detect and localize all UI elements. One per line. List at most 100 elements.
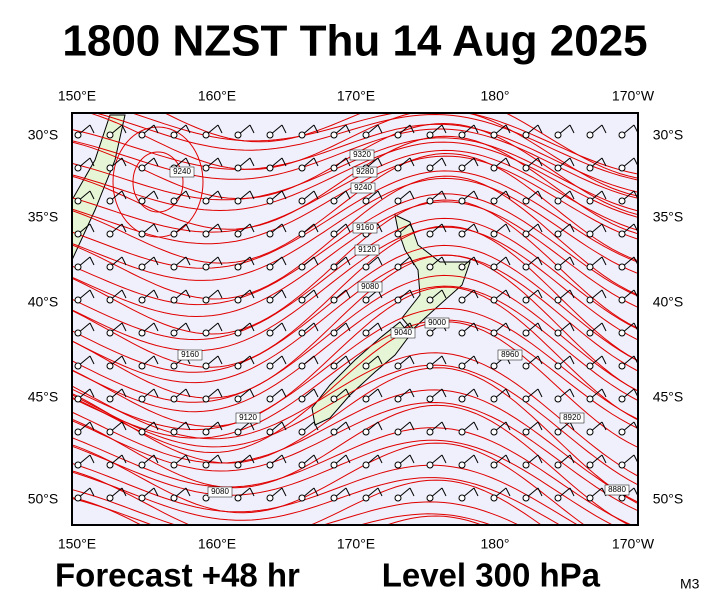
station (138, 428, 146, 436)
forecast-label: Forecast +48 hr (55, 557, 300, 594)
wind-barb (601, 388, 607, 398)
wind-barb (345, 388, 351, 398)
station (202, 164, 210, 172)
contour-label: 9120 (358, 245, 376, 254)
station (458, 329, 466, 337)
station (234, 494, 242, 502)
station (106, 296, 114, 304)
contour-line (87, 113, 638, 197)
model-label: M3 (680, 576, 700, 592)
station (618, 461, 626, 469)
station (266, 362, 274, 370)
station (138, 296, 146, 304)
wind-barb (121, 388, 127, 398)
wind-barb (185, 289, 191, 299)
wind-barb (281, 289, 287, 299)
station (106, 428, 114, 436)
wind-barb (569, 355, 575, 365)
contour-line (72, 471, 561, 525)
contour-line (72, 404, 631, 525)
station (106, 164, 114, 172)
station (554, 362, 562, 370)
wind-barb (121, 256, 127, 266)
wind-barb (153, 256, 159, 266)
station (330, 164, 338, 172)
wind-barb (313, 421, 319, 431)
wind-barb (569, 157, 575, 167)
wind-barb (441, 157, 447, 167)
longitude-label: 150°E (58, 88, 96, 104)
station (618, 131, 626, 139)
contour-label-box (357, 281, 383, 293)
wind-barb (537, 487, 543, 497)
latitude-label: 35°S (653, 209, 684, 225)
wind-barb (153, 124, 159, 134)
station (106, 329, 114, 337)
station (426, 428, 434, 436)
contour-line (72, 135, 638, 235)
station (554, 197, 562, 205)
station (554, 428, 562, 436)
wind-barb (537, 157, 543, 167)
wind-barb (217, 289, 223, 299)
station (586, 164, 594, 172)
wind-barb (185, 223, 191, 233)
station (74, 296, 82, 304)
wind-barb (153, 157, 159, 167)
wind-barb (569, 454, 575, 464)
contour-label-box (352, 222, 378, 234)
station (202, 230, 210, 238)
wind-barb (377, 355, 383, 365)
station (298, 362, 306, 370)
station (170, 362, 178, 370)
wind-barb (281, 322, 287, 332)
station (586, 230, 594, 238)
wind-barb (121, 487, 127, 497)
wind-barb (153, 190, 159, 200)
station (330, 296, 338, 304)
wind-barb (89, 223, 95, 233)
station (298, 329, 306, 337)
station (74, 131, 82, 139)
station (618, 263, 626, 271)
wind-barb (89, 124, 95, 134)
wind-barb (345, 487, 351, 497)
wind-barb (377, 421, 383, 431)
station (106, 494, 114, 502)
wind-barb (153, 322, 159, 332)
contour-label-box (390, 327, 416, 339)
wind-barb (569, 190, 575, 200)
wind-barb (281, 157, 287, 167)
station (138, 230, 146, 238)
wind-barb (537, 388, 543, 398)
wind-barb (313, 223, 319, 233)
wind-barb (89, 487, 95, 497)
station (138, 197, 146, 205)
wind-barb (249, 256, 255, 266)
station (138, 395, 146, 403)
station (618, 230, 626, 238)
contour-label-box (352, 166, 378, 178)
wind-barb (505, 124, 511, 134)
station (202, 461, 210, 469)
wind-barb (89, 454, 95, 464)
wind-barb (377, 124, 383, 134)
station (74, 164, 82, 172)
wind-barb (441, 487, 447, 497)
contour-line (72, 225, 638, 368)
station (138, 362, 146, 370)
wind-barb (313, 322, 319, 332)
contour-line (72, 199, 638, 335)
station (74, 428, 82, 436)
wind-barb (441, 124, 447, 134)
station (362, 296, 370, 304)
contour-line (72, 193, 638, 306)
station (426, 197, 434, 205)
longitude-label: 170°W (612, 536, 655, 552)
station (74, 230, 82, 238)
wind-barb (345, 256, 351, 266)
wind-barb (537, 223, 543, 233)
station (298, 131, 306, 139)
wind-barb (89, 256, 95, 266)
